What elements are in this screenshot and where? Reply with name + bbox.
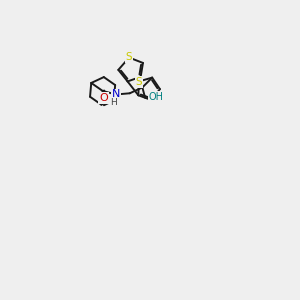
Text: S: S bbox=[126, 52, 132, 62]
Text: OH: OH bbox=[149, 92, 164, 102]
Text: N: N bbox=[112, 89, 120, 100]
Text: S: S bbox=[136, 77, 142, 87]
Text: H: H bbox=[110, 98, 117, 107]
Text: O: O bbox=[99, 93, 108, 103]
